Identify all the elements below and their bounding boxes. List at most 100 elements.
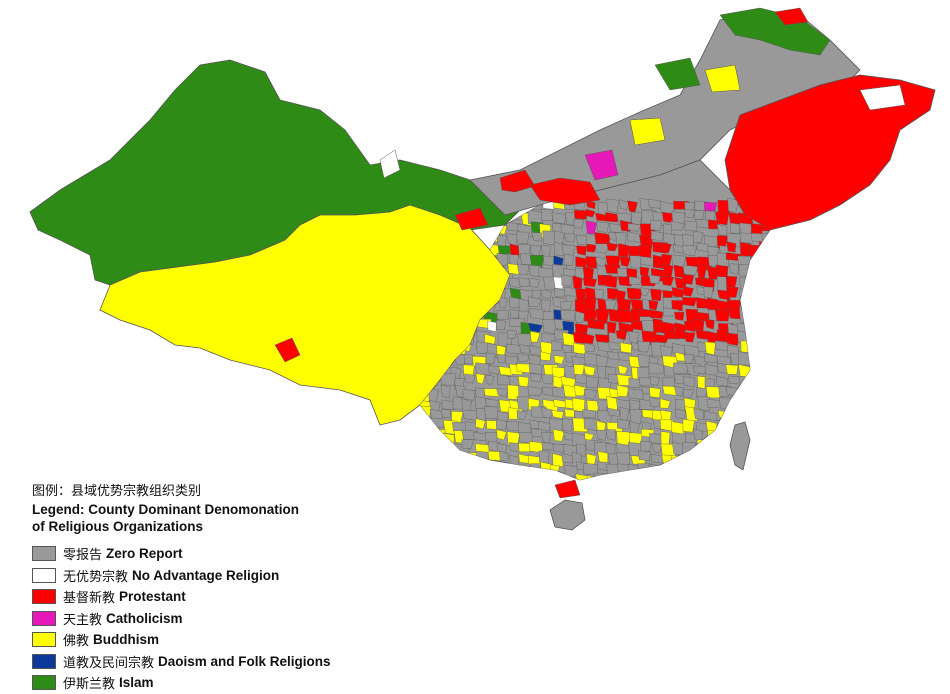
county-patch [750,411,765,420]
county-patch [420,454,436,467]
county-patch [740,340,757,354]
county-patch [463,354,476,365]
county-patch [486,320,497,332]
county-patch [675,476,686,480]
county-patch [462,452,478,463]
county-patch [530,331,541,343]
county-patch [554,479,581,499]
county-patch [738,264,749,277]
county-patch [483,388,500,397]
county-patch [509,486,519,497]
county-patch [762,322,770,335]
county-patch [703,451,715,465]
county-patch [759,443,770,454]
county-patch [450,474,465,480]
county-patch [650,376,660,386]
legend-item-buddhism: 佛教 Buddhism [32,629,452,651]
county-patch [683,354,694,364]
county-patch [726,241,737,253]
county-patch [684,209,696,219]
legend-item-islam: 伊斯兰教 Islam [32,672,452,694]
county-patch [693,407,704,421]
county-patch [596,221,610,233]
county-patch [604,275,618,288]
county-patch [440,409,452,419]
county-patch [421,439,435,450]
county-patch [518,298,529,314]
county-patch [674,386,684,397]
county-patch [626,287,643,300]
county-patch [649,397,662,408]
county-patch [527,477,538,480]
county-patch [583,277,597,287]
county-patch [648,274,661,285]
county-patch [528,322,543,333]
county-patch [759,296,770,309]
county-patch [681,455,694,471]
legend-item-protestant: 基督新教 Protestant [32,586,452,608]
county-patch [585,208,596,218]
county-patch [692,365,708,375]
county-patch [441,399,456,411]
county-patch [475,373,486,385]
county-patch [648,198,662,209]
county-patch [628,276,642,285]
county-patch [736,475,751,480]
county-patch [583,365,596,376]
county-patch [586,453,597,466]
county-patch [496,354,507,364]
county-patch [682,264,699,276]
county-patch [739,308,750,324]
county-patch [530,373,542,383]
county-patch [596,429,607,441]
county-patch [553,355,565,365]
county-patch [516,352,530,362]
legend-item-cn: 佛教 [63,634,90,650]
county-patch [739,376,755,387]
county-patch [508,474,523,480]
county-patch [497,245,512,255]
county-patch [674,463,688,473]
county-patch [618,243,630,258]
county-patch [708,441,724,451]
legend-title-en-line-2: of Religious Organizations [32,519,204,534]
county-patch [749,288,766,303]
county-patch [461,439,474,449]
county-patch [739,288,754,298]
county-patch [497,484,513,496]
county-patch [528,277,540,288]
county-patch [703,234,719,247]
county-patch [529,177,601,206]
county-patch [507,329,517,339]
county-patch [496,388,509,397]
county-patch [726,286,739,298]
county-patch [527,296,542,308]
county-patch [607,487,623,496]
legend-items: 零报告 Zero Report 无优势宗教 No Advantage Relig… [32,543,452,694]
legend-item-cn: 零报告 [63,548,103,564]
county-patch [498,296,508,309]
county-patch [752,486,764,499]
county-patch [540,341,554,355]
region-taiwan [729,421,751,471]
county-patch [704,341,716,356]
county-patch [749,264,762,277]
county-patch [707,473,721,480]
county-patch [540,484,552,498]
county-patch [575,256,588,268]
county-patch [696,452,709,466]
county-patch [704,201,718,212]
county-patch [571,432,587,447]
legend-item-cn: 伊斯兰教 [63,677,116,693]
county-patch [692,230,704,243]
county-patch [654,57,701,91]
county-patch [574,210,587,220]
county-patch [703,286,714,298]
county-patch [498,463,511,478]
legend-item-cn: 天主教 [63,612,103,628]
county-patch [551,340,563,351]
county-patch [473,462,485,473]
county-patch [585,220,597,234]
county-patch [682,297,698,307]
county-patch [583,333,595,344]
